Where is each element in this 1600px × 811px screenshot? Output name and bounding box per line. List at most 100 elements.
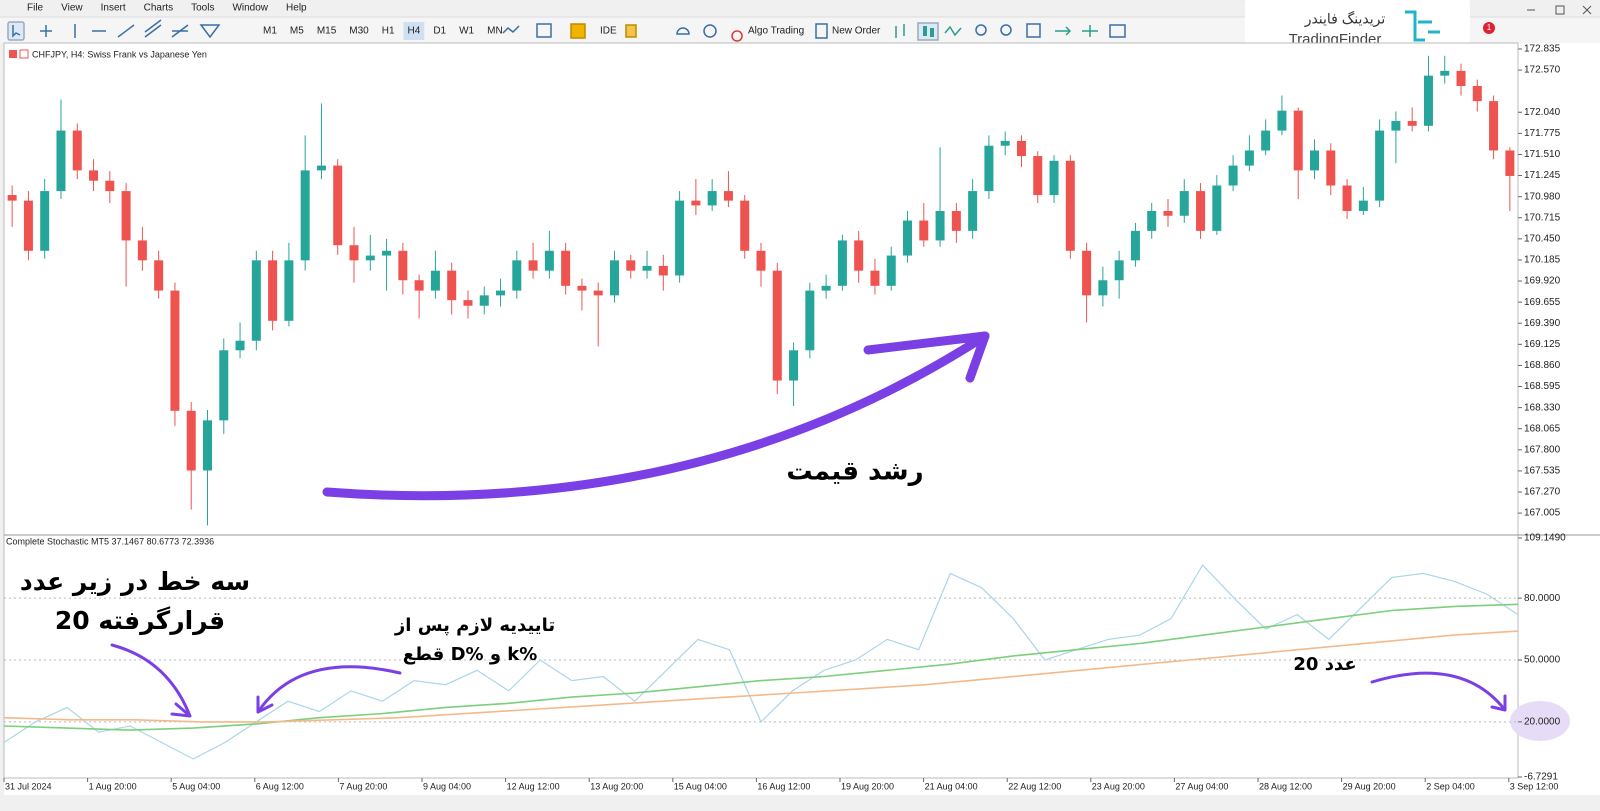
candle-body <box>365 255 375 261</box>
timeframe-button[interactable]: H1 <box>378 22 399 40</box>
cursor-button[interactable] <box>7 21 25 41</box>
zoom-in-icon[interactable] <box>975 24 987 36</box>
note-confirm: قطع D% و k% <box>403 644 538 665</box>
grid-icon[interactable] <box>1026 23 1041 38</box>
scroll-icon[interactable] <box>1055 26 1072 36</box>
notification-badge[interactable] <box>1483 22 1495 34</box>
note-arrow <box>1370 671 1507 712</box>
trendline-icon[interactable] <box>117 24 135 38</box>
candle-body <box>121 191 131 241</box>
menu-item[interactable]: View <box>61 3 83 14</box>
cloud-icon[interactable] <box>676 27 690 35</box>
menu-item[interactable]: Charts <box>144 3 173 14</box>
timeframe-label: MN <box>487 26 503 37</box>
new-order-button[interactable]: New Order <box>832 26 881 37</box>
candle-body <box>544 250 554 271</box>
menu-item[interactable]: File <box>27 3 44 14</box>
menu-item[interactable]: Help <box>286 3 307 14</box>
window-controls[interactable] <box>1527 5 1592 15</box>
candle-body <box>1114 260 1124 281</box>
candle-body <box>382 250 392 256</box>
timeframe-button[interactable]: M30 <box>345 22 372 40</box>
y-tick-label: 167.005 <box>1524 508 1561 519</box>
candle-body <box>1228 165 1238 186</box>
y-tick-label: 167.270 <box>1524 487 1561 498</box>
toolbar-icons <box>7 19 1126 42</box>
timeframe-button[interactable]: W1 <box>455 22 478 40</box>
timeframe-button[interactable]: M1 <box>259 22 281 40</box>
candle-body <box>268 260 278 321</box>
candle-body <box>805 290 815 351</box>
candle-body <box>40 191 50 251</box>
candle-body <box>1016 140 1026 157</box>
bars-icon[interactable] <box>895 24 905 38</box>
menu-item[interactable]: Window <box>232 3 268 14</box>
candle-body <box>1456 70 1466 86</box>
y-tick-label: 167.535 <box>1524 466 1561 477</box>
algo-trading-button[interactable]: Algo Trading <box>748 26 804 37</box>
screenshot-icon[interactable] <box>1109 24 1126 38</box>
x-tick-label: 31 Jul 2024 <box>5 781 52 791</box>
timeframe-button[interactable]: M5 <box>286 22 308 40</box>
fibo-icon[interactable] <box>171 24 189 38</box>
timeframe-button[interactable]: MN <box>483 22 507 40</box>
ide-button[interactable]: IDE <box>600 26 617 37</box>
candle-body <box>447 270 457 301</box>
x-tick-label: 27 Aug 04:00 <box>1175 781 1228 791</box>
menu-item[interactable]: Tools <box>191 3 214 14</box>
candle-body <box>479 295 489 306</box>
zoom-out-icon[interactable] <box>1000 24 1012 36</box>
candle-body <box>300 170 310 261</box>
note-three-lines: سه خط در زیر عدد <box>20 567 250 597</box>
shift-icon[interactable] <box>1082 25 1098 37</box>
candle-body <box>251 260 261 341</box>
indicator-line <box>3 603 1519 731</box>
candle-body <box>496 290 506 296</box>
timeframe-button[interactable]: M15 <box>313 22 340 40</box>
market-icon[interactable] <box>570 23 586 39</box>
y-tick-label: 172.570 <box>1524 65 1561 76</box>
lock-icon[interactable] <box>625 24 637 38</box>
vps-icon[interactable] <box>703 24 717 38</box>
logo-fa: تریدینگ فایندر <box>1304 11 1386 28</box>
indicator-icon[interactable] <box>502 25 520 34</box>
y-tick-label: 170.185 <box>1524 255 1561 266</box>
y-tick-label: 169.125 <box>1524 339 1561 350</box>
crosshair-icon[interactable] <box>40 25 52 37</box>
y-tick-label: 80.0000 <box>1524 593 1561 604</box>
notification-count: 1 <box>1487 23 1492 32</box>
candle-body <box>398 250 408 281</box>
x-tick-label: 16 Aug 12:00 <box>757 781 810 791</box>
logo-mark <box>1405 10 1440 42</box>
order-icon[interactable] <box>815 23 828 39</box>
chart-area <box>4 43 1600 795</box>
candle-body <box>105 180 115 192</box>
cursor-icon <box>12 25 21 38</box>
shapes-icon[interactable] <box>199 24 221 39</box>
algo-icon[interactable] <box>731 30 743 42</box>
timeframe-button[interactable]: D1 <box>429 22 450 40</box>
line-chart-icon[interactable] <box>944 25 962 37</box>
y-tick-label: 171.510 <box>1524 149 1561 160</box>
channel-icon[interactable] <box>144 19 162 38</box>
candles-icon <box>923 26 927 36</box>
candles-button[interactable] <box>917 22 939 41</box>
y-tick-label: 172.040 <box>1524 107 1561 118</box>
x-tick-label: 7 Aug 20:00 <box>339 781 387 791</box>
candle-body <box>1505 150 1515 176</box>
candle-body <box>903 220 913 256</box>
timeframe-button[interactable]: H4 <box>403 22 425 40</box>
candle-body <box>1163 210 1173 216</box>
growth-arrow-head <box>863 331 990 383</box>
y-tick-label: 169.655 <box>1524 297 1561 308</box>
candle-body <box>772 270 782 381</box>
candle-body <box>577 285 587 291</box>
candle-body <box>1293 110 1303 171</box>
menu-item[interactable]: Insert <box>101 3 126 14</box>
template-icon[interactable] <box>536 23 552 38</box>
candle-body <box>1277 110 1287 131</box>
timeframe-label: M15 <box>317 26 337 37</box>
candle-body <box>512 260 522 291</box>
